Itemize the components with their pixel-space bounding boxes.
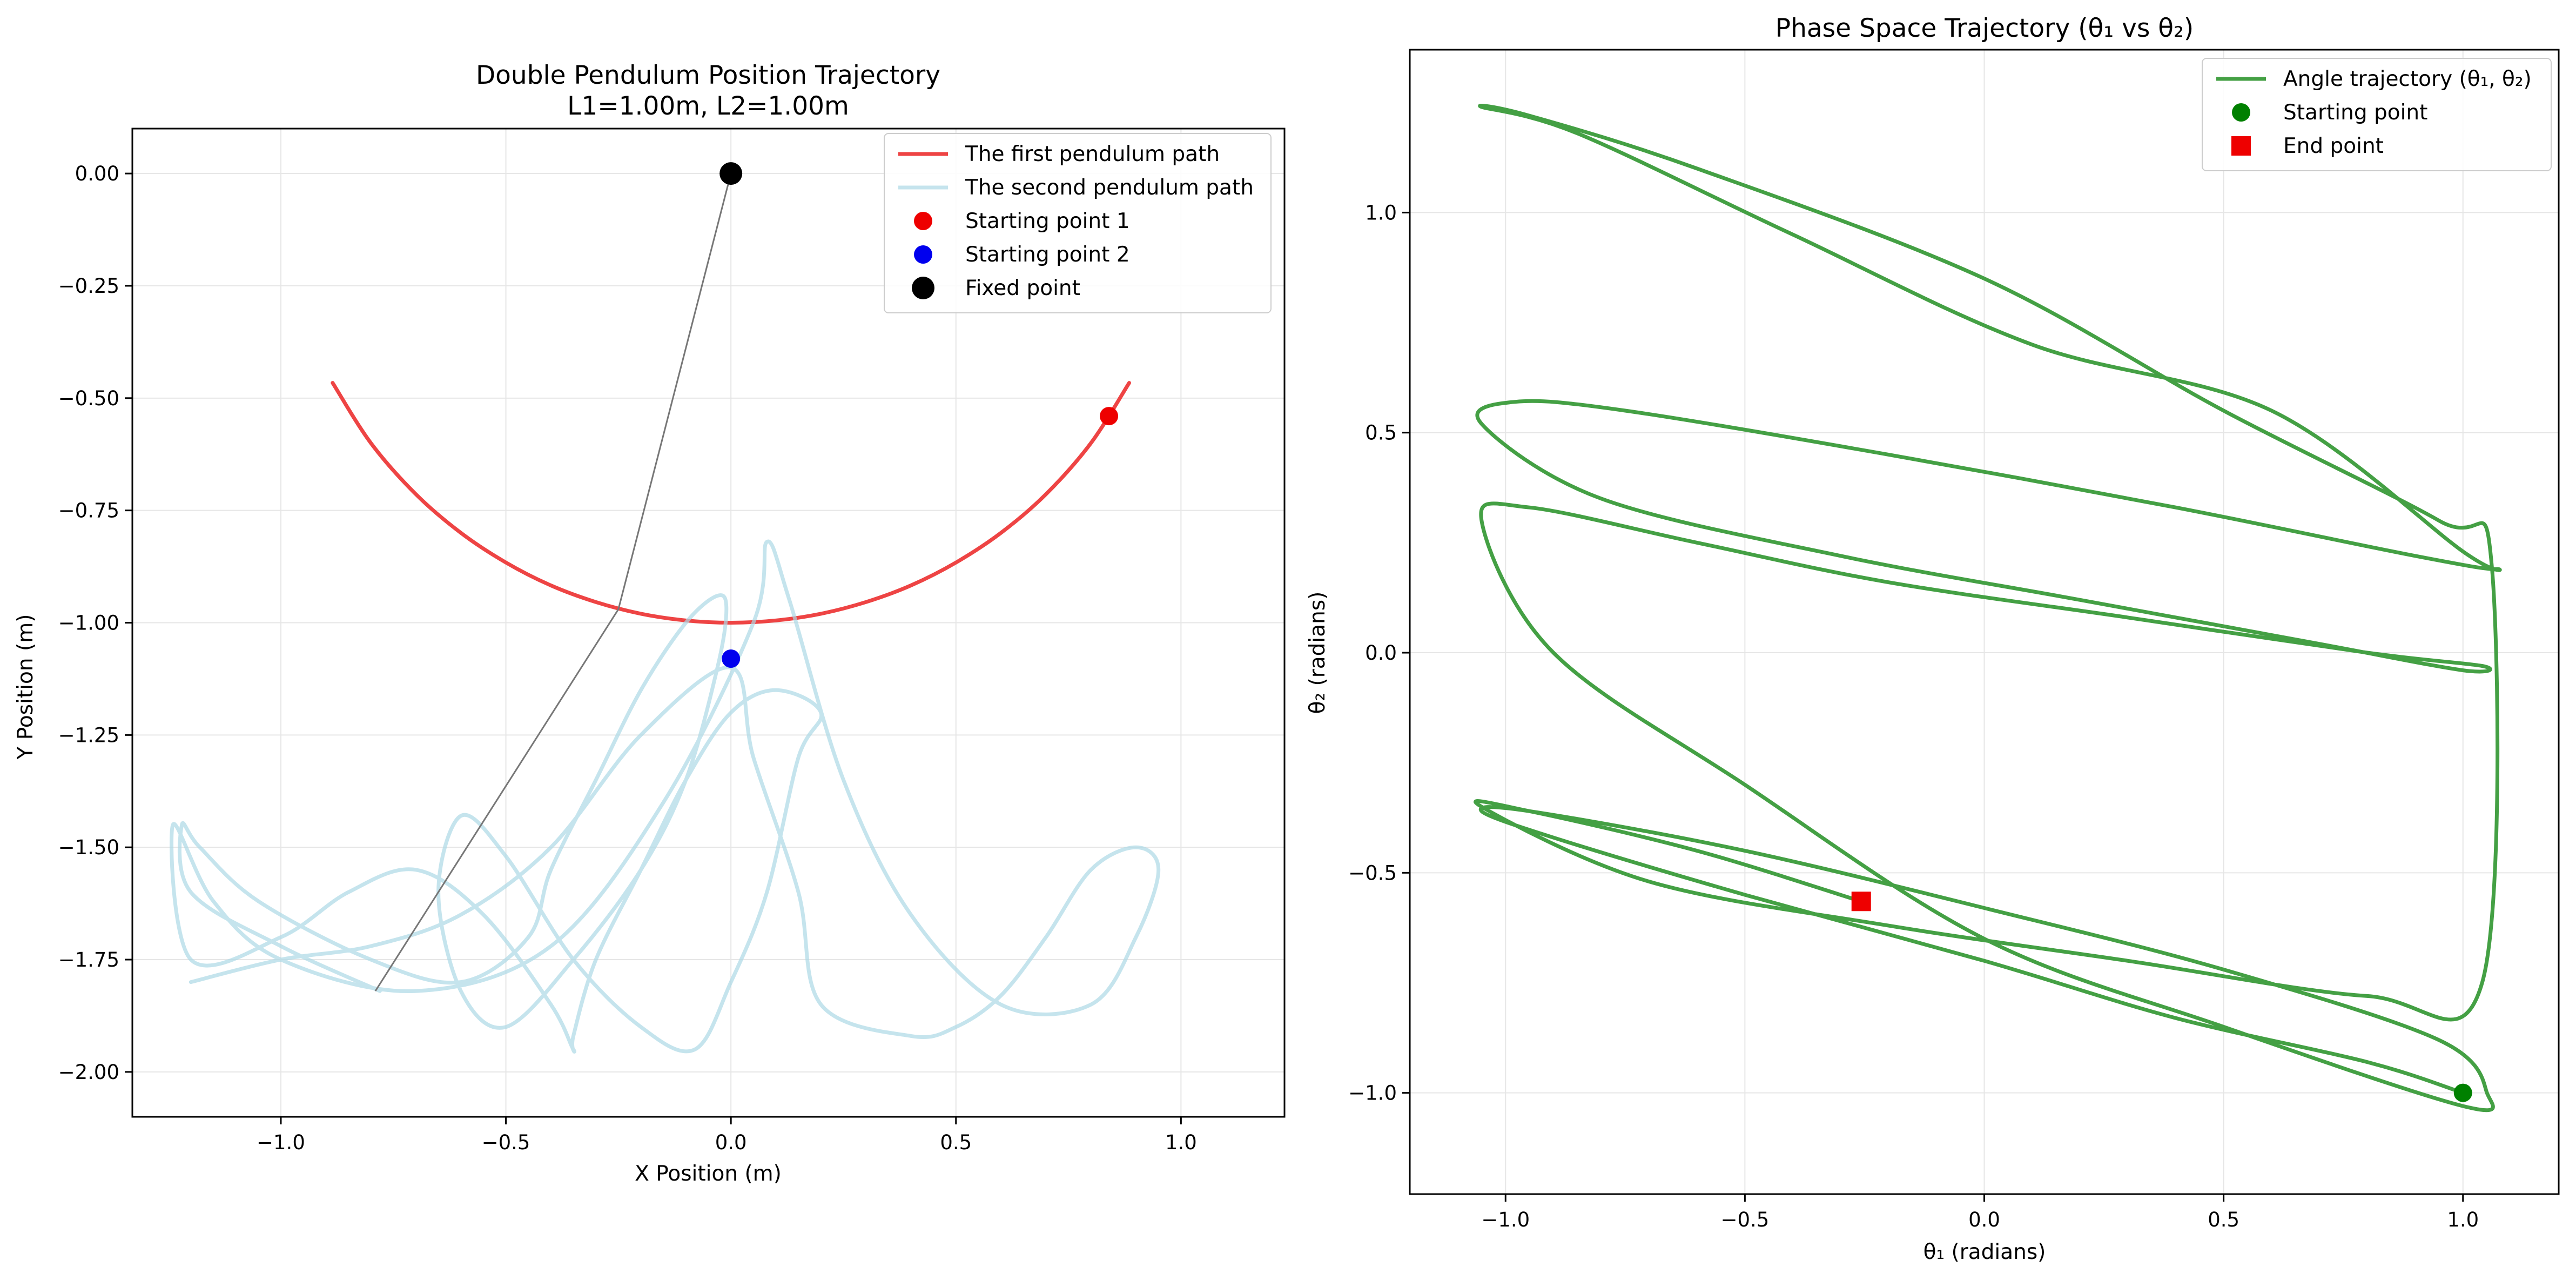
position-trajectory-panel: Double Pendulum Position Trajectory L1=1… [14,61,1286,1186]
position-y-tick-label: −0.25 [58,274,119,298]
phase-x-tick-label: 1.0 [2447,1208,2479,1231]
position-x-tick-label: 0.5 [940,1131,972,1154]
phase-y-tick-label: 1.0 [1365,201,1397,224]
position-y-tick-label: −1.75 [58,948,119,971]
position-marker-starting-point-2 [722,649,741,668]
phase-legend-label: End point [2283,134,2384,158]
phase-x-axis-label: θ₁ (radians) [1923,1240,2046,1264]
position-y-tick-label: 0.00 [75,162,119,185]
position-y-tick-label: −0.50 [58,387,119,410]
phase-legend-handle [2232,103,2250,122]
phase-marker-end-point [1851,892,1871,912]
position-y-tick-label: −1.50 [58,836,119,859]
position-legend-handle [914,212,932,230]
position-x-tick-label: 0.0 [715,1131,747,1154]
position-x-axis-label: X Position (m) [635,1162,782,1186]
position-legend-label: Fixed point [965,276,1080,300]
position-legend: The first pendulum path The second pendul… [884,133,1272,313]
phase-space-panel: Phase Space Trajectory (θ₁ vs θ₂) −1.0 −0… [1306,14,2560,1264]
phase-ticks: −1.0 −0.5 0.0 0.5 1.0 −1.0 −0.5 0.0 0.5 1.0 [1348,201,2479,1231]
position-chart-subtitle: L1=1.00m, L2=1.00m [567,91,849,121]
position-y-tick-label: −1.25 [58,723,119,747]
phase-x-tick-label: −1.0 [1481,1208,1530,1231]
position-y-tick-label: −2.00 [58,1061,119,1084]
phase-legend-handle [2231,136,2251,156]
phase-marker-starting-point [2453,1083,2472,1102]
position-y-tick-label: −0.75 [58,499,119,522]
phase-x-tick-label: 0.5 [2208,1208,2239,1231]
phase-legend-label: Angle trajectory (θ₁, θ₂) [2283,67,2532,91]
phase-y-tick-label: −0.5 [1348,861,1397,884]
position-y-axis-label: Y Position (m) [14,614,38,760]
position-marker-starting-point-1 [1100,407,1119,426]
position-series-the-second-pendulum-path [170,539,1161,1054]
position-y-tick-label: −1.00 [58,612,119,635]
phase-chart-title: Phase Space Trajectory (θ₁ vs θ₂) [1775,14,2194,43]
position-legend-label: Starting point 2 [965,243,1130,267]
phase-x-tick-label: 0.0 [1968,1208,2000,1231]
position-series [170,162,1161,1054]
phase-y-tick-label: 0.5 [1365,421,1397,445]
phase-legend: Angle trajectory (θ₁, θ₂) Starting point E… [2202,58,2552,171]
phase-grid [1410,50,2559,1194]
position-legend-handle [914,245,932,264]
position-ticks: −1.0 −0.5 0.0 0.5 1.0 0.00 −0.25 −0.50 −0.75 −1.0… [58,162,1197,1154]
phase-legend-label: Starting point [2283,100,2427,125]
position-chart-title: Double Pendulum Position Trajectory [476,61,940,90]
position-legend-label: Starting point 1 [965,209,1130,233]
position-x-tick-label: −1.0 [257,1131,305,1154]
phase-series [1474,103,2502,1113]
phase-y-tick-label: −1.0 [1348,1082,1397,1105]
phase-x-tick-label: −0.5 [1720,1208,1769,1231]
position-series-the-first-pendulum-path [331,381,1131,625]
position-legend-label: The second pendulum path [965,176,1254,200]
position-x-tick-label: −0.5 [482,1131,530,1154]
position-x-tick-label: 1.0 [1165,1131,1197,1154]
phase-legend-box [2202,58,2552,171]
position-legend-handle [912,277,934,299]
position-pendulum-rod [374,173,732,992]
phase-y-tick-label: 0.0 [1365,641,1397,665]
phase-series-angle-trajectory [1474,103,2502,1113]
phase-y-axis-label: θ₂ (radians) [1306,592,1330,714]
position-legend-box [884,133,1272,313]
position-marker-fixed-point [719,162,743,185]
position-legend-label: The first pendulum path [965,142,1220,166]
